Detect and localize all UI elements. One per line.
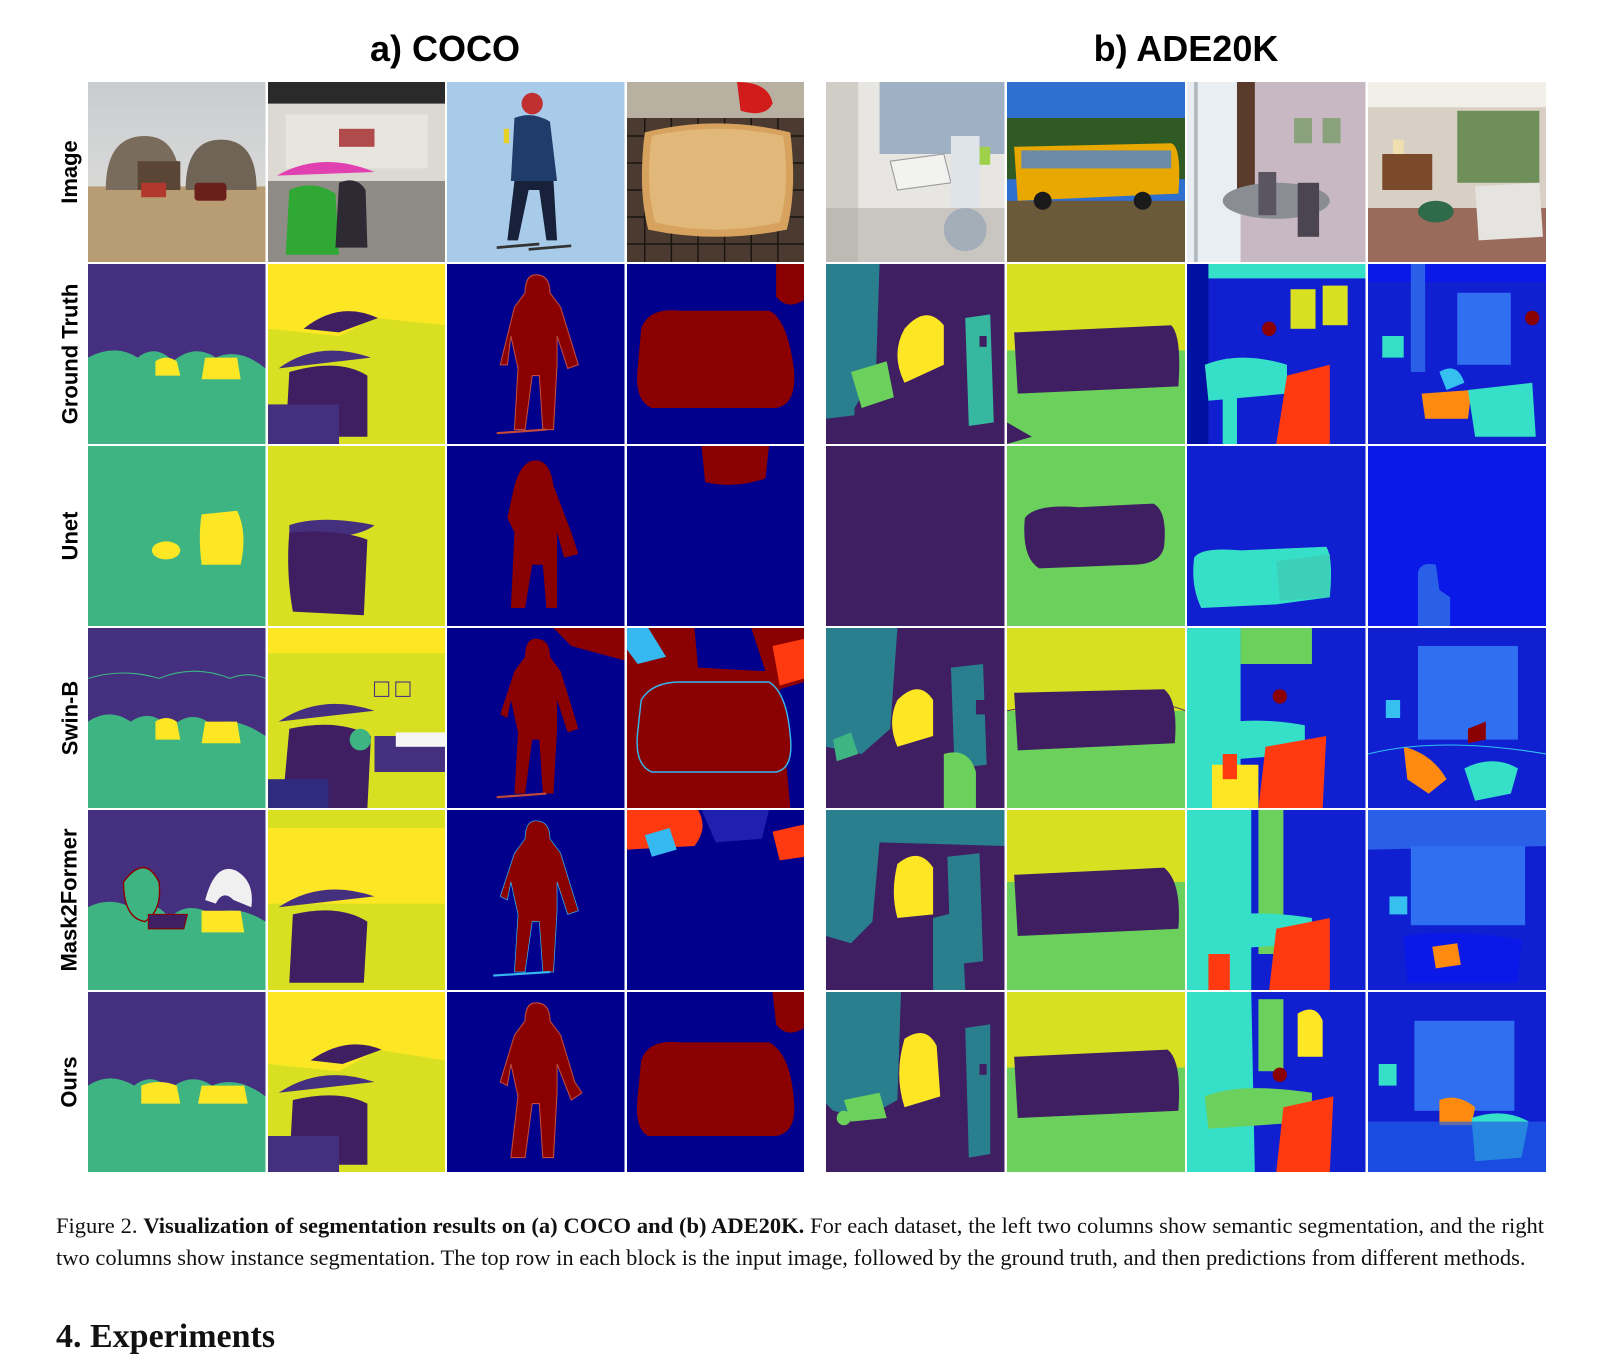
section-heading: 4. Experiments bbox=[56, 1318, 276, 1355]
panel-title-ade20k: b) ADE20K bbox=[1093, 28, 1279, 69]
row-label-swin-b: Swin-B bbox=[57, 680, 82, 756]
figure-label: Figure 2. bbox=[56, 1213, 138, 1238]
coco-mask2former-skier bbox=[447, 810, 625, 990]
coco-swin-skier bbox=[447, 628, 625, 808]
ade-unet-living bbox=[1367, 446, 1546, 626]
coco-ours-huts bbox=[88, 992, 266, 1172]
coco-gt-umbrella bbox=[267, 264, 445, 444]
coco-image-umbrella bbox=[267, 82, 445, 262]
ade-image-bus bbox=[1006, 82, 1185, 262]
coco-mask2former-huts bbox=[88, 810, 266, 990]
coco-mask2former-umbrella bbox=[267, 810, 445, 990]
row-label-ground-truth: Ground Truth bbox=[57, 283, 82, 425]
ade-image-living bbox=[1367, 82, 1546, 262]
ade-ours-bathroom bbox=[826, 992, 1005, 1172]
ade-gt-bus bbox=[1006, 264, 1185, 444]
ade-image-dining bbox=[1187, 82, 1366, 262]
coco-unet-umbrella bbox=[267, 446, 445, 626]
coco-swin-umbrella bbox=[267, 628, 445, 808]
coco-gt-skier bbox=[447, 264, 625, 444]
coco-ours-umbrella bbox=[267, 992, 445, 1172]
ade-mask2former-living bbox=[1367, 810, 1546, 990]
coco-unet-huts bbox=[88, 446, 266, 626]
ade-swin-living bbox=[1367, 628, 1546, 808]
coco-gt-huts bbox=[88, 264, 266, 444]
ade-unet-dining bbox=[1187, 446, 1366, 626]
coco-ours-skier bbox=[447, 992, 625, 1172]
ade-image-bathroom bbox=[826, 82, 1005, 262]
coco-image-grid bbox=[88, 82, 804, 1172]
ade-mask2former-dining bbox=[1187, 810, 1366, 990]
coco-swin-cake bbox=[626, 628, 804, 808]
figure-caption: Figure 2. Visualization of segmentation … bbox=[56, 1210, 1544, 1274]
coco-image-cake bbox=[626, 82, 804, 262]
ade-ours-living bbox=[1367, 992, 1546, 1172]
ade-unet-bathroom bbox=[826, 446, 1005, 626]
coco-mask2former-cake bbox=[626, 810, 804, 990]
coco-swin-huts bbox=[88, 628, 266, 808]
caption-bold: Visualization of segmentation results on… bbox=[143, 1213, 805, 1238]
ade-mask2former-bathroom bbox=[826, 810, 1005, 990]
ade20k-image-grid bbox=[826, 82, 1546, 1172]
ade-ours-dining bbox=[1187, 992, 1366, 1172]
row-label-mask2former: Mask2Former bbox=[57, 828, 83, 972]
ade-mask2former-bus bbox=[1006, 810, 1185, 990]
row-label-ours: Ours bbox=[57, 1056, 83, 1108]
coco-ours-cake bbox=[626, 992, 804, 1172]
coco-unet-cake bbox=[626, 446, 804, 626]
ade-swin-bathroom bbox=[826, 628, 1005, 808]
caption-body: For each dataset, the left two columns s… bbox=[56, 1213, 1544, 1270]
row-label-unet: Unet bbox=[57, 511, 83, 561]
ade-swin-dining bbox=[1187, 628, 1366, 808]
row-label-image: Image bbox=[57, 140, 82, 204]
ade-swin-bus bbox=[1006, 628, 1185, 808]
ade-gt-dining bbox=[1187, 264, 1366, 444]
ade-gt-living bbox=[1367, 264, 1546, 444]
ade-gt-bathroom bbox=[826, 264, 1005, 444]
panel-title-coco: a) COCO bbox=[369, 28, 520, 69]
coco-gt-cake bbox=[626, 264, 804, 444]
ade-ours-bus bbox=[1006, 992, 1185, 1172]
coco-unet-skier bbox=[447, 446, 625, 626]
ade-unet-bus bbox=[1006, 446, 1185, 626]
coco-image-skier bbox=[447, 82, 625, 262]
coco-image-huts bbox=[88, 82, 266, 262]
